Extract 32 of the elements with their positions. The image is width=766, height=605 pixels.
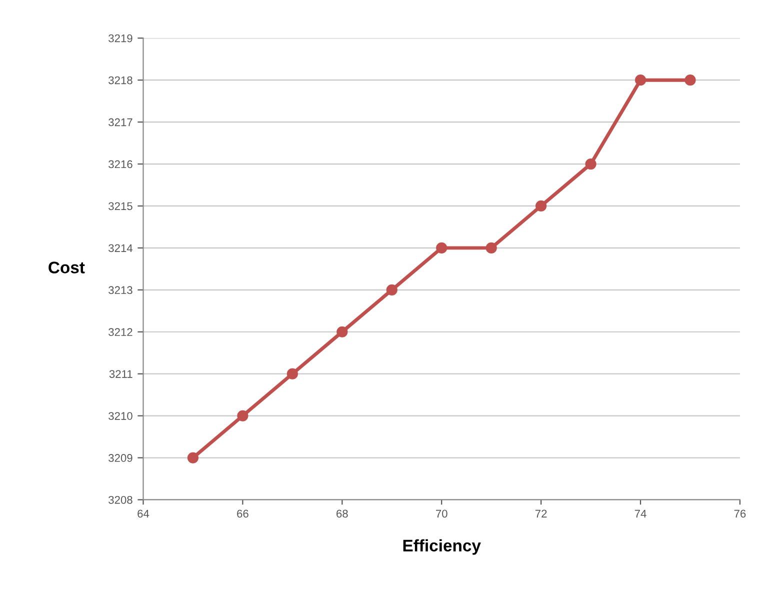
point bbox=[585, 158, 596, 170]
y-tick-label: 3219 bbox=[108, 34, 132, 42]
y-tick-label: 3214 bbox=[108, 244, 133, 252]
x-tick-label: 76 bbox=[734, 510, 746, 518]
y-tick-label: 3213 bbox=[108, 286, 132, 294]
y-tick-label: 3217 bbox=[108, 118, 132, 126]
y-tick-label: 3211 bbox=[109, 370, 132, 378]
point bbox=[237, 410, 248, 422]
x-axis-title: Efficiency bbox=[403, 539, 481, 555]
point bbox=[286, 368, 298, 380]
x-tick-label: 68 bbox=[336, 510, 348, 518]
point bbox=[436, 242, 448, 254]
point bbox=[535, 200, 547, 212]
x-tick-label: 70 bbox=[436, 510, 448, 518]
y-tick-label: 3208 bbox=[108, 496, 132, 504]
y-axis-title: Cost bbox=[48, 262, 85, 274]
x-tick-label: 72 bbox=[535, 510, 547, 518]
y-tick-label: 3216 bbox=[108, 160, 132, 168]
y-tick-label: 3215 bbox=[108, 202, 132, 210]
x-tick-label: 74 bbox=[634, 510, 646, 518]
x-tick-label: 64 bbox=[138, 510, 150, 518]
point bbox=[486, 242, 497, 254]
x-tick-label: 66 bbox=[237, 510, 248, 518]
point bbox=[336, 326, 348, 338]
point bbox=[684, 74, 696, 86]
point bbox=[634, 74, 646, 86]
y-tick-label: 3212 bbox=[108, 328, 132, 336]
y-tick-label: 3218 bbox=[108, 76, 132, 84]
y-tick-label: 3210 bbox=[108, 412, 132, 420]
y-tick-label: 3209 bbox=[108, 454, 132, 462]
point bbox=[386, 284, 398, 296]
point bbox=[187, 452, 199, 464]
